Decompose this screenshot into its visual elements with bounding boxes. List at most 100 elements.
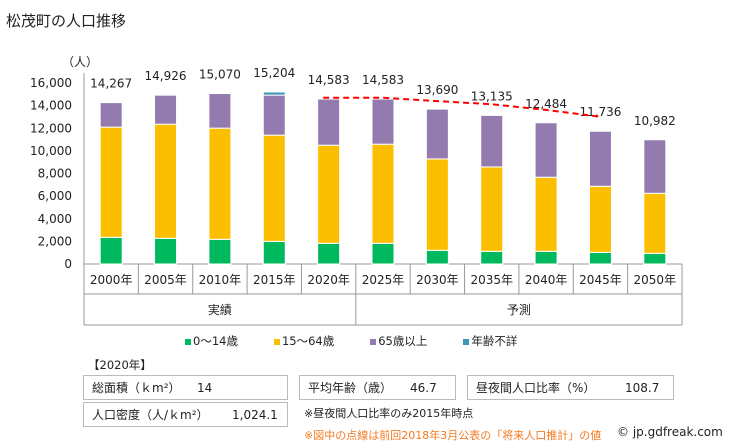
info-year: 【2020年】 [88, 358, 152, 372]
total-label: 15,070 [199, 68, 241, 82]
bar-segment [317, 242, 341, 265]
bar-segment [208, 238, 232, 265]
bar-segment [534, 250, 558, 265]
total-label: 15,204 [253, 66, 295, 80]
legend-item: 年齢不詳 [463, 333, 517, 349]
legend-swatch [185, 338, 191, 345]
area-box: 総面積（ｋm²） 14 [83, 375, 288, 400]
total-label: 14,583 [362, 73, 404, 87]
x-tick-label: 2030年 [416, 273, 459, 287]
age-value: 46.7 [410, 380, 437, 395]
density-value: 1,024.1 [232, 407, 278, 422]
y-tick-label: 10,000 [30, 144, 72, 158]
y-tick-label: 8,000 [38, 167, 72, 181]
legend-item: 65歳以上 [370, 333, 427, 349]
bar-segment [317, 144, 341, 244]
y-tick-label: 4,000 [38, 212, 72, 226]
bar-segment [425, 249, 449, 265]
x-tick-label: 2015年 [253, 273, 296, 287]
total-label: 13,690 [416, 83, 458, 97]
legend-label: 年齢不詳 [471, 334, 518, 348]
copyright: © jp.gdfreak.com [617, 425, 723, 439]
bar-segment [643, 252, 667, 265]
bar-segment [262, 134, 286, 242]
x-tick-label: 2020年 [307, 273, 350, 287]
bar-segment [154, 123, 178, 239]
age-label: 平均年齢（歳） [308, 381, 393, 395]
bar-segment [262, 91, 286, 96]
y-tick-label: 2,000 [38, 234, 72, 248]
bar-segment [480, 114, 504, 168]
bar-segment [262, 240, 286, 265]
bar-segment [425, 158, 449, 251]
y-axis-label: （人） [62, 55, 98, 69]
bar-segment [371, 242, 395, 265]
x-tick-label: 2050年 [634, 273, 677, 287]
legend-swatch [370, 338, 377, 345]
bar-segment [588, 185, 612, 253]
legend-item: 15〜64歳 [273, 333, 335, 349]
total-label: 12,484 [525, 97, 567, 111]
bar-segment [643, 192, 667, 254]
bar-segment [480, 250, 504, 265]
area-value: 14 [197, 380, 213, 395]
total-label: 14,583 [308, 73, 350, 87]
group-label: 予測 [507, 303, 531, 317]
total-label: 10,982 [634, 114, 676, 128]
x-tick-label: 2025年 [362, 273, 405, 287]
ratio-box: 昼夜間人口比率（%） 108.7 [467, 375, 674, 400]
note-dashed-line: ※図中の点線は前回2018年3月公表の「将来人口推計」の値 [304, 429, 602, 442]
bar-segment [208, 93, 232, 129]
bar-segment [425, 108, 449, 160]
legend-label: 65歳以上 [378, 334, 428, 348]
legend-label: 15〜64歳 [281, 334, 335, 348]
bar-segment [643, 139, 667, 194]
y-tick-label: 0 [64, 257, 72, 271]
note-ratio: ※昼夜間人口比率のみ2015年時点 [304, 407, 474, 420]
legend-label: 0〜14歳 [193, 334, 238, 348]
bar-segment [208, 127, 232, 240]
density-box: 人口密度（人/ｋm²） 1,024.1 [83, 402, 288, 427]
area-label: 総面積（ｋm²） [92, 381, 181, 395]
y-tick-label: 14,000 [30, 99, 72, 113]
bar-segment [371, 143, 395, 244]
bar-segment [480, 166, 504, 252]
x-tick-label: 2035年 [470, 273, 513, 287]
bar-segment [154, 94, 178, 125]
bar-segment [99, 102, 123, 128]
total-label: 13,135 [471, 89, 513, 103]
y-tick-label: 16,000 [30, 76, 72, 90]
x-tick-label: 2000年 [90, 273, 133, 287]
bar-segment [154, 237, 178, 265]
bar-segment [534, 122, 558, 178]
chart-title: 松茂町の人口推移 [6, 12, 127, 30]
bar-segment [588, 130, 612, 187]
total-label: 14,267 [90, 77, 132, 91]
legend-swatch [273, 338, 280, 345]
ratio-value: 108.7 [625, 380, 660, 395]
ratio-label: 昼夜間人口比率（%） [476, 381, 596, 395]
x-tick-label: 2010年 [199, 273, 242, 287]
bar-segment [99, 126, 123, 238]
x-tick-label: 2040年 [525, 273, 568, 287]
total-label: 11,736 [579, 105, 621, 119]
density-label: 人口密度（人/ｋm²） [92, 408, 209, 422]
x-tick-label: 2045年 [579, 273, 622, 287]
total-label: 14,926 [145, 69, 187, 83]
age-box: 平均年齢（歳） 46.7 [299, 375, 456, 400]
population-chart: （人） 0 2,000 4,000 6,000 8,000 10,000 12,000 14,0… [30, 55, 683, 326]
x-tick-label: 2005年 [144, 273, 187, 287]
bar-segment [262, 94, 286, 136]
bar-segment [317, 98, 341, 146]
bar-segment [371, 98, 395, 145]
bar-segment [99, 236, 123, 265]
bar-segment [588, 251, 612, 265]
legend: 0〜14歳 15〜64歳 65歳以上 年齢不詳 [185, 333, 517, 349]
y-tick-label: 6,000 [38, 189, 72, 203]
bar-segment [534, 176, 558, 252]
previous-projection-line [323, 96, 601, 118]
legend-item: 0〜14歳 [185, 333, 238, 349]
legend-swatch [463, 338, 470, 345]
group-label: 実績 [208, 302, 232, 317]
y-tick-label: 12,000 [30, 121, 72, 135]
